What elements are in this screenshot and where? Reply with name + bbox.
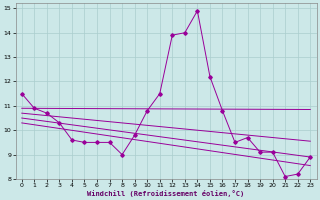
X-axis label: Windchill (Refroidissement éolien,°C): Windchill (Refroidissement éolien,°C) [87, 190, 245, 197]
